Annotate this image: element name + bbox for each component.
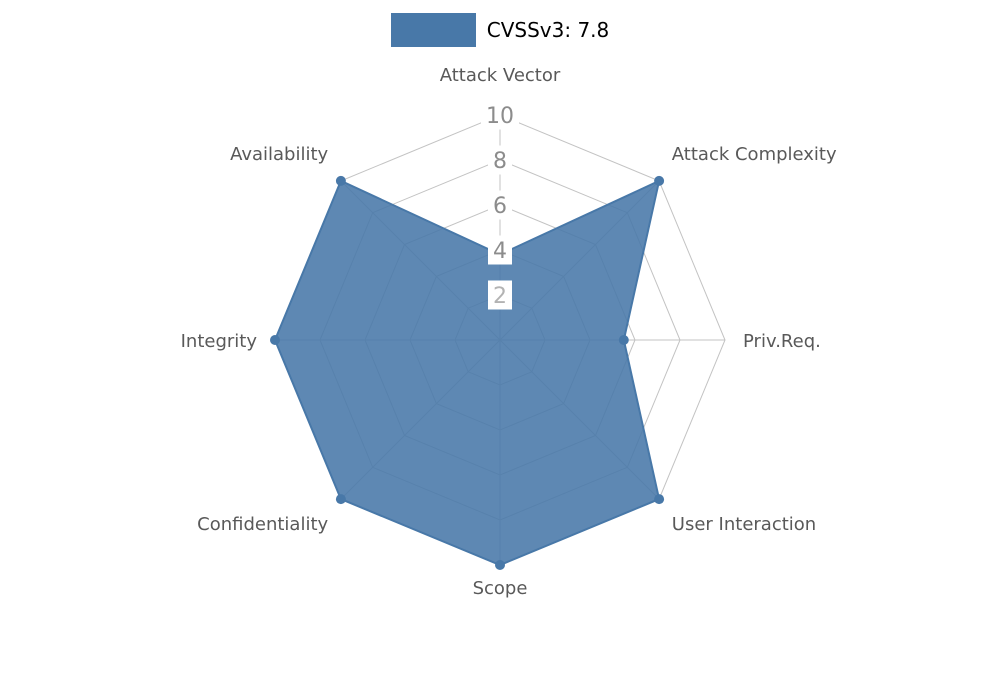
data-point bbox=[618, 335, 629, 345]
data-point bbox=[335, 494, 346, 505]
category-label: User Interaction bbox=[672, 514, 816, 535]
data-point bbox=[654, 175, 665, 186]
data-point bbox=[270, 335, 280, 345]
category-label: Attack Vector bbox=[440, 65, 561, 86]
radial-tick-label: 2 bbox=[493, 284, 507, 309]
legend-label: CVSSv3: 7.8 bbox=[486, 18, 610, 42]
data-point bbox=[654, 494, 665, 505]
radial-tick-label: 10 bbox=[486, 104, 514, 129]
radial-tick-bg bbox=[488, 190, 512, 220]
data-polygon bbox=[273, 179, 661, 567]
radial-tick-bg bbox=[481, 100, 519, 130]
category-label: Integrity bbox=[181, 331, 258, 352]
category-label: Confidentiality bbox=[197, 514, 328, 535]
radial-tick-bg bbox=[488, 145, 512, 175]
radial-tick-label: 6 bbox=[493, 194, 507, 219]
category-label: Scope bbox=[473, 578, 528, 599]
category-label: Availability bbox=[230, 144, 328, 165]
radial-tick-bg bbox=[488, 280, 512, 310]
data-point bbox=[335, 175, 346, 186]
radial-tick-label: 8 bbox=[493, 149, 507, 174]
legend: CVSSv3: 7.8 bbox=[0, 13, 1000, 47]
category-label: Attack Complexity bbox=[672, 144, 837, 165]
legend-swatch bbox=[390, 13, 476, 47]
radial-tick-label: 4 bbox=[493, 239, 507, 264]
data-point bbox=[495, 560, 505, 570]
category-label: Priv.Req. bbox=[743, 331, 821, 352]
radial-tick-bg bbox=[488, 235, 512, 265]
